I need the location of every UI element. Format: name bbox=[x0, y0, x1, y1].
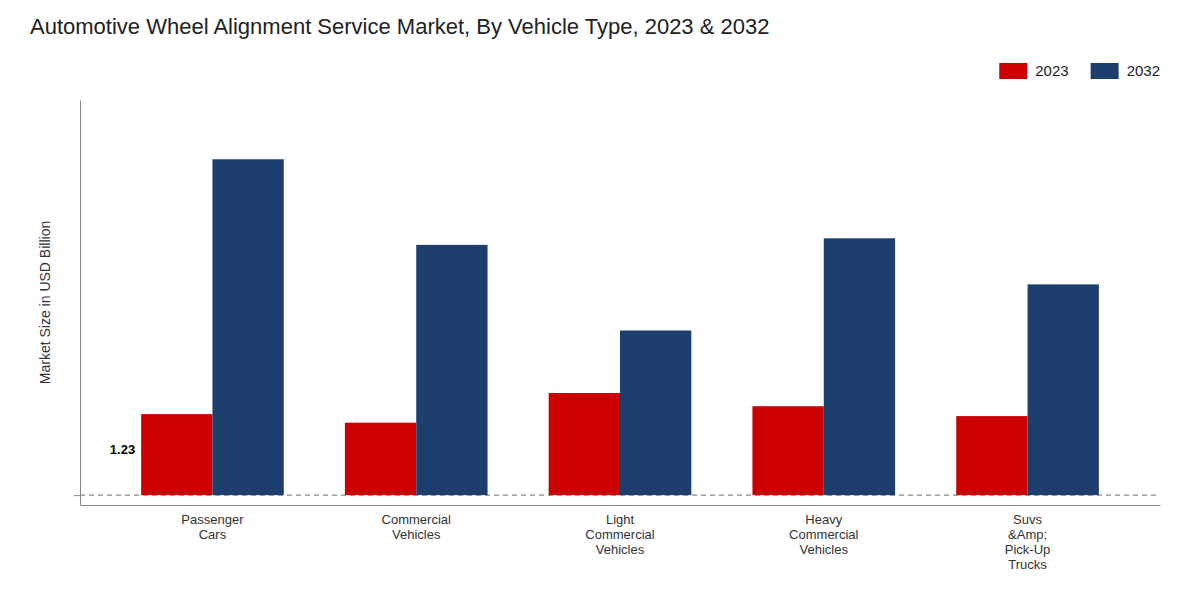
x-tick-label-line: Commercial bbox=[789, 527, 858, 542]
legend-swatch bbox=[999, 63, 1027, 79]
y-tick-mark bbox=[74, 495, 80, 496]
x-tick-label-line: Vehicles bbox=[800, 542, 849, 557]
bar bbox=[416, 245, 487, 495]
legend-label: 2032 bbox=[1127, 62, 1160, 79]
legend: 2023 2032 bbox=[999, 62, 1160, 79]
x-tick-label-line: Commercial bbox=[585, 527, 654, 542]
x-tick: CommercialVehicles bbox=[382, 512, 451, 542]
bar bbox=[824, 238, 895, 495]
x-tick-label-line: Vehicles bbox=[392, 527, 441, 542]
y-axis-line bbox=[80, 101, 81, 506]
x-tick-label-line: Commercial bbox=[382, 512, 451, 527]
x-tick-label: LightCommercialVehicles bbox=[585, 512, 654, 557]
bar bbox=[141, 414, 212, 495]
x-tick-label-line: Light bbox=[606, 512, 635, 527]
x-tick-label: PassengerCars bbox=[181, 512, 244, 542]
bar bbox=[956, 416, 1027, 495]
x-tick: HeavyCommercialVehicles bbox=[789, 512, 858, 557]
chart: PassengerCarsCommercialVehiclesLightComm… bbox=[0, 0, 1200, 600]
bar bbox=[549, 393, 620, 495]
legend-swatch bbox=[1091, 63, 1119, 79]
x-tick-label: Suvs&Amp;Pick-UpTrucks bbox=[1005, 512, 1051, 572]
y-tick bbox=[74, 495, 80, 496]
y-axis-title: Market Size in USD Billion bbox=[37, 221, 53, 384]
x-tick-label-line: Pick-Up bbox=[1005, 542, 1051, 557]
annotation: 1.23 bbox=[110, 442, 135, 457]
x-tick-label-line: Trucks bbox=[1008, 557, 1047, 572]
x-tick-label-line: Vehicles bbox=[596, 542, 645, 557]
x-axis-line bbox=[81, 505, 1161, 506]
x-tick: PassengerCars bbox=[181, 512, 244, 542]
x-tick-label-line: &Amp; bbox=[1008, 527, 1047, 542]
bars bbox=[141, 159, 1099, 495]
x-tick-label-line: Cars bbox=[199, 527, 227, 542]
x-tick-label-line: Suvs bbox=[1013, 512, 1042, 527]
plot-area: PassengerCarsCommercialVehiclesLightComm… bbox=[74, 101, 1161, 573]
x-tick-label: HeavyCommercialVehicles bbox=[789, 512, 858, 557]
x-tick-label-line: Passenger bbox=[181, 512, 244, 527]
bar bbox=[212, 159, 283, 495]
title: Automotive Wheel Alignment Service Marke… bbox=[30, 14, 769, 39]
bar bbox=[620, 330, 691, 495]
bar-series bbox=[212, 159, 1098, 495]
x-axis: PassengerCarsCommercialVehiclesLightComm… bbox=[81, 506, 1161, 573]
legend-label: 2023 bbox=[1035, 62, 1068, 79]
bar bbox=[752, 406, 823, 495]
x-tick-label-line: Heavy bbox=[805, 512, 842, 527]
y-axis bbox=[74, 101, 81, 506]
x-tick: Suvs&Amp;Pick-UpTrucks bbox=[1005, 512, 1051, 572]
bar bbox=[345, 423, 416, 495]
x-tick: LightCommercialVehicles bbox=[585, 512, 654, 557]
x-tick-label: CommercialVehicles bbox=[382, 512, 451, 542]
legend-item: 2023 bbox=[999, 62, 1068, 79]
legend-item: 2032 bbox=[1091, 62, 1160, 79]
bar bbox=[1028, 284, 1099, 495]
